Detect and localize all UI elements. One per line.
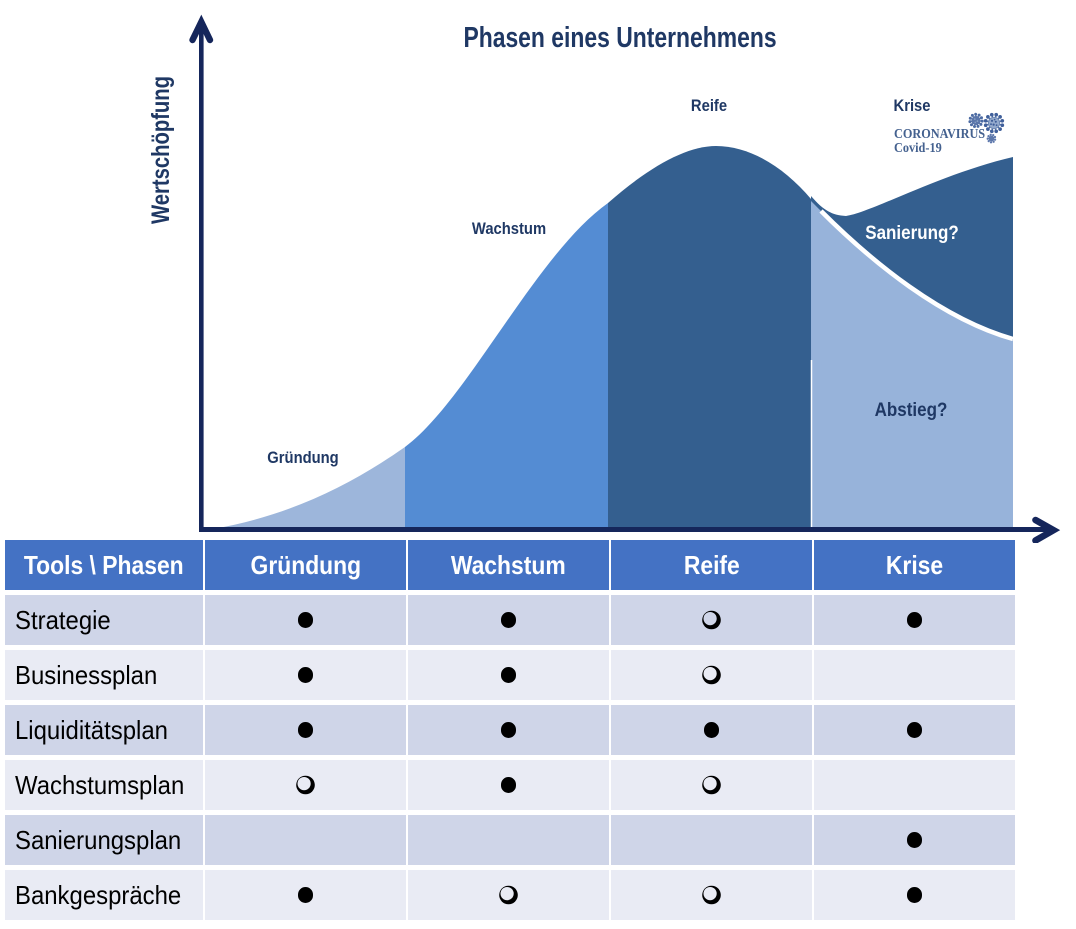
svg-text:CORONAVIRUS: CORONAVIRUS [894,126,985,141]
svg-text:Sanierung?: Sanierung? [865,222,958,243]
svg-text:Phasen eines Unternehmens: Phasen eines Unternehmens [463,20,776,53]
svg-text:Reife: Reife [691,97,727,115]
svg-text:Wertschöpfung: Wertschöpfung [146,76,175,224]
svg-text:Covid-19: Covid-19 [894,140,942,155]
svg-text:Wachstum: Wachstum [472,220,546,238]
svg-text:Krise: Krise [894,97,931,115]
svg-text:Gründung: Gründung [267,449,338,467]
svg-text:Abstieg?: Abstieg? [875,399,948,420]
